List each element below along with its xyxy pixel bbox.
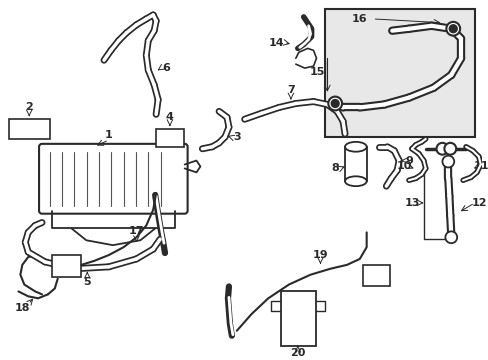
Text: 12: 12	[471, 198, 487, 208]
Text: 10: 10	[396, 162, 411, 171]
Circle shape	[445, 231, 456, 243]
Text: 20: 20	[289, 348, 305, 359]
Ellipse shape	[345, 142, 366, 152]
Circle shape	[448, 25, 456, 33]
Text: 3: 3	[232, 132, 240, 142]
Bar	[345, 147, 366, 181]
Text: 15: 15	[309, 67, 325, 77]
Circle shape	[330, 100, 339, 107]
Bar	[362, 265, 389, 287]
Text: 9: 9	[404, 156, 412, 166]
Bar	[325, 9, 474, 137]
Ellipse shape	[345, 176, 366, 186]
Circle shape	[446, 22, 459, 36]
Text: 5: 5	[83, 276, 91, 287]
Text: 18: 18	[15, 303, 30, 313]
Text: 4: 4	[165, 112, 174, 122]
Text: 17: 17	[128, 226, 144, 237]
Bar	[52, 255, 81, 276]
Circle shape	[327, 96, 342, 111]
Text: 2: 2	[25, 103, 33, 112]
Text: 7: 7	[286, 85, 294, 95]
Text: 11: 11	[473, 162, 488, 171]
Text: 13: 13	[404, 198, 419, 208]
Circle shape	[436, 143, 447, 155]
Text: 14: 14	[268, 37, 284, 48]
Bar	[156, 129, 183, 147]
Bar	[9, 119, 50, 139]
Circle shape	[442, 156, 453, 167]
Text: 16: 16	[351, 14, 367, 24]
Text: 8: 8	[331, 163, 338, 174]
Bar	[281, 291, 315, 346]
Text: 6: 6	[162, 63, 169, 73]
Text: 1: 1	[105, 130, 113, 140]
FancyBboxPatch shape	[39, 144, 187, 214]
Text: 19: 19	[312, 250, 327, 260]
Circle shape	[444, 143, 455, 155]
